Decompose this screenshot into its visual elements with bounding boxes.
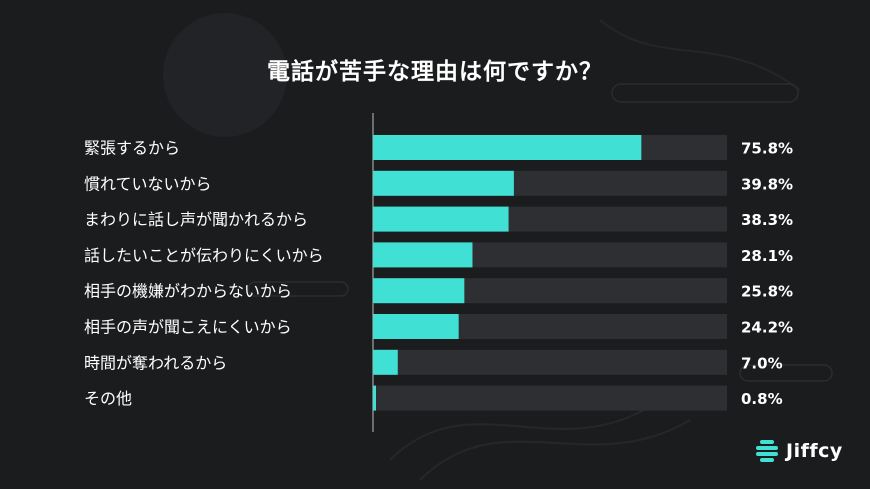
category-label: 慣れていないから <box>84 174 212 193</box>
chart-title: 電話が苦手な理由は何ですか？ <box>267 59 603 85</box>
bar <box>373 349 398 375</box>
brand-name: Jiffcy <box>786 440 843 462</box>
category-label: 緊張するから <box>84 139 180 158</box>
category-label: 相手の機嫌がわからないから <box>84 282 292 301</box>
bar-track <box>373 385 727 411</box>
value-label: 24.2% <box>741 319 793 337</box>
value-label: 7.0% <box>741 354 783 372</box>
category-label: その他 <box>84 389 132 408</box>
value-label: 75.8% <box>741 140 793 158</box>
bar-track <box>373 349 727 375</box>
value-label: 39.8% <box>741 175 793 193</box>
bar <box>373 242 473 268</box>
bar <box>373 278 465 304</box>
bar <box>373 135 642 160</box>
bar <box>373 206 509 232</box>
value-label: 25.8% <box>741 283 793 301</box>
bar <box>373 170 514 196</box>
bar <box>373 314 459 339</box>
category-label: 時間が奪われるから <box>84 353 227 372</box>
category-label: まわりに話し声が聞かれるから <box>84 210 308 229</box>
bar <box>373 385 376 411</box>
value-label: 38.3% <box>741 211 793 229</box>
category-label: 話したいことが伝わりにくいから <box>84 246 324 265</box>
jiffcy-logo-icon <box>756 440 778 462</box>
value-label: 28.1% <box>741 247 793 265</box>
category-label: 相手の声が聞こえにくいから <box>84 318 292 337</box>
value-label: 0.8% <box>741 390 783 408</box>
brand-logo: Jiffcy <box>754 436 843 466</box>
